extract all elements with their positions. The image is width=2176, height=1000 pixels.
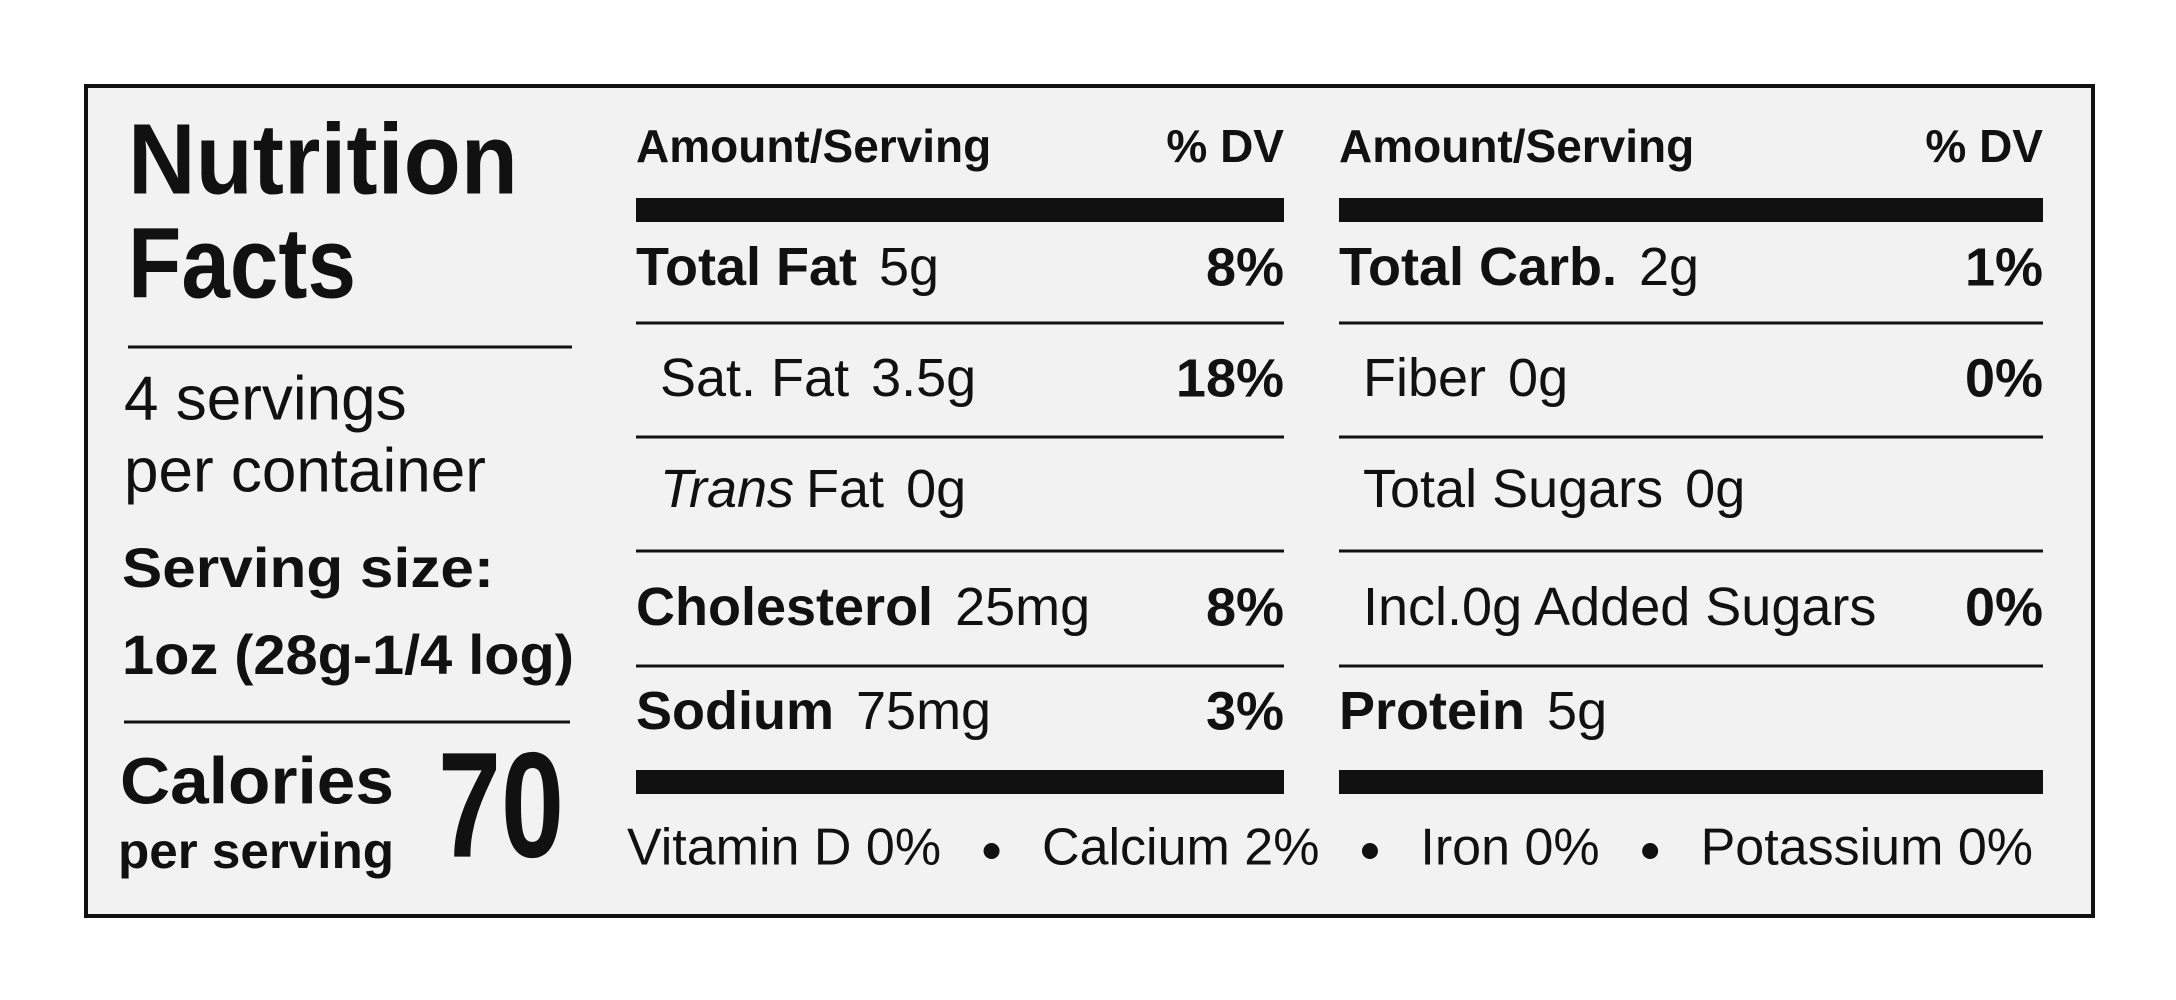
nutrient-dv: 3% [1206, 681, 1284, 741]
nutrient-name: Cholesterol [636, 577, 933, 637]
nutrient-row: Sodium 75mg [636, 681, 991, 741]
nutrient-name: Total Sugars [1363, 459, 1663, 519]
nutrient-dv: 8% [1206, 577, 1284, 637]
nutrient-dv: 0% [1965, 348, 2043, 408]
nutrient-amount: 75mg [856, 681, 991, 741]
nutrient-row: Sat. Fat 3.5g [660, 348, 976, 408]
nutrient-row: Total Carb. 2g [1339, 237, 1699, 297]
nutrient-name: Total Fat [636, 237, 857, 297]
nutrient-amount: 25mg [955, 577, 1090, 637]
calories-label: Calories [120, 743, 394, 817]
nutrient-dv: 18% [1176, 348, 1284, 408]
nutrient-amount: 2g [1639, 237, 1699, 297]
nutrient-dv: 8% [1206, 237, 1284, 297]
nutrient-row: Fiber 0g [1363, 348, 1568, 408]
nutrient-dv: 0% [1965, 577, 2043, 637]
nutrient-amount: 0g [1685, 459, 1745, 519]
column-header-dv: % DV [1925, 120, 2043, 172]
column-header-dv: % DV [1166, 120, 1284, 172]
nutrient-row: Total Fat 5g [636, 237, 939, 297]
columns: Amount/Serving % DV Total Fat 5g 8% Sat. Fat 3… [636, 120, 2043, 794]
thick-bar [636, 198, 1284, 222]
servings: per container [124, 436, 486, 505]
nutrient-row: Trans Fat 0g [660, 459, 966, 519]
column-header: Amount/Serving [636, 120, 991, 172]
vitamin-item: Vitamin D 0% [627, 819, 941, 877]
nutrient-amount: 5g [879, 237, 939, 297]
calories-value: 70 [438, 721, 564, 889]
nutrient-row: Cholesterol 25mg [636, 577, 1090, 637]
column-header: Amount/Serving [1339, 120, 1694, 172]
thick-bar [1339, 770, 2043, 794]
nutrient-amount: 5g [1547, 681, 1607, 741]
title: Nutrition [128, 103, 518, 215]
vitamin-item: Potassium 0% [1701, 819, 2033, 877]
nutrient-name-italic: Trans [660, 459, 794, 519]
nutrient-name: Fat [806, 459, 884, 519]
thick-bar [636, 770, 1284, 794]
nutrient-dv: 1% [1965, 237, 2043, 297]
nutrient-name: Sat. Fat [660, 348, 849, 408]
nutrient-row: Total Sugars 0g [1363, 459, 1745, 519]
serving-size-value: 1oz (28g-1/4 log) [122, 623, 574, 686]
nutrient-row: Incl.0g Added Sugars [1363, 577, 1876, 637]
bullet [983, 843, 1000, 859]
nutrient-name: Protein [1339, 681, 1525, 741]
vitamins: Vitamin D 0% Calcium 2% Iron 0% Potassium 0… [627, 819, 2033, 877]
nutrient-amount: 0g [906, 459, 966, 519]
nutrient-name: Incl.0g Added Sugars [1363, 577, 1876, 637]
title: Facts [128, 207, 356, 319]
bullet [1642, 843, 1659, 859]
nutrient-amount: 3.5g [871, 348, 976, 408]
vitamin-item: Iron 0% [1420, 819, 1599, 877]
serving-size-label: Serving size: [122, 536, 494, 599]
servings: 4 servings [124, 364, 407, 433]
nutrient-name: Sodium [636, 681, 834, 741]
nutrient-name: Fiber [1363, 348, 1486, 408]
nutrient-amount: 0g [1508, 348, 1568, 408]
nutrient-name: Total Carb. [1339, 237, 1617, 297]
thick-bar [1339, 198, 2043, 222]
nutrient-row: Protein 5g [1339, 681, 1607, 741]
vitamin-item: Calcium 2% [1042, 819, 1319, 877]
calories-sublabel: per serving [118, 823, 394, 879]
bullet [1361, 843, 1378, 859]
